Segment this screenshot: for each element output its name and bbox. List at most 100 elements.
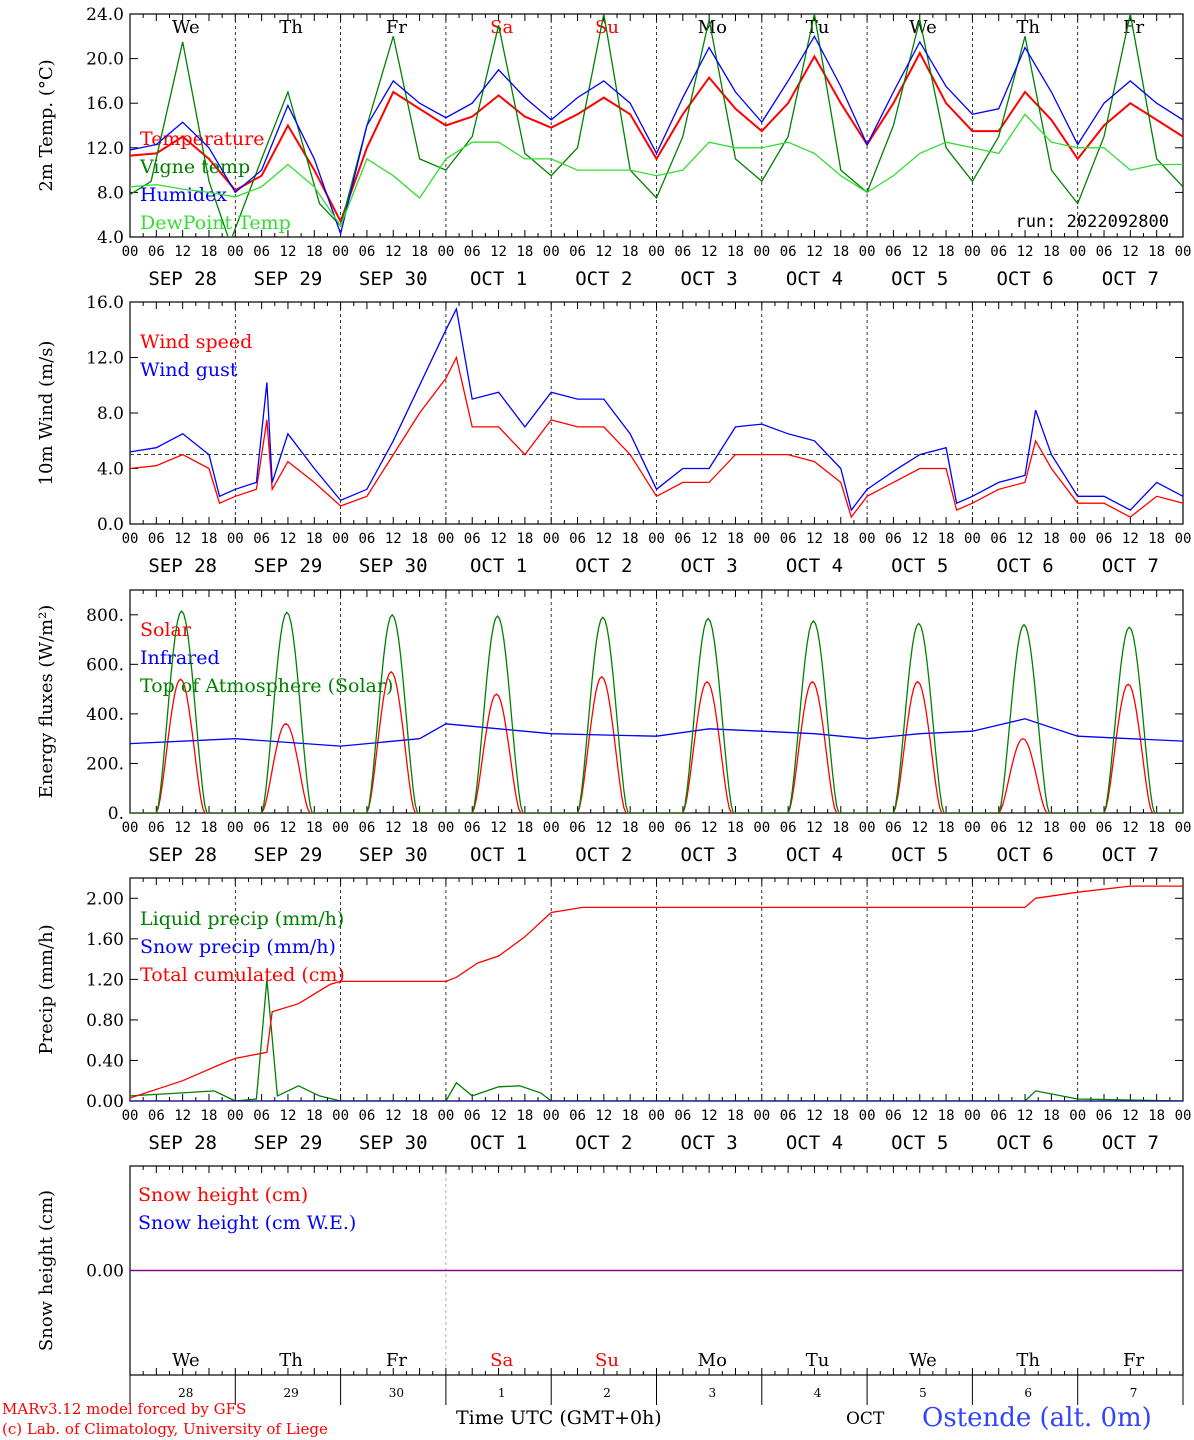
hour-tick-label: 12 (1017, 1108, 1034, 1124)
hour-tick-label: 06 (990, 1108, 1007, 1124)
y-tick-label: 0. (108, 804, 124, 824)
hour-tick-label: 12 (490, 1108, 507, 1124)
date-label: SEP 29 (254, 555, 323, 577)
hour-tick-label: 18 (306, 1108, 323, 1124)
day-number-label: 4 (814, 1386, 822, 1400)
y-tick-label: 8.0 (97, 183, 124, 203)
hour-tick-label: 00 (648, 820, 665, 836)
hour-tick-label: 06 (780, 244, 797, 260)
hour-tick-label: 00 (122, 531, 139, 547)
date-label: OCT 1 (470, 268, 527, 290)
weekday-label: Su (595, 17, 619, 38)
date-label: OCT 7 (1102, 1132, 1159, 1154)
hour-tick-label: 18 (727, 1108, 744, 1124)
y-axis-label: Energy fluxes (W/m²) (36, 605, 57, 799)
y-tick-label: 4.0 (97, 460, 124, 480)
hour-tick-label: 18 (1043, 531, 1060, 547)
hour-tick-label: 00 (1069, 244, 1086, 260)
hour-tick-label: 06 (674, 1108, 691, 1124)
legend-red: Snow height (cm) (138, 1184, 308, 1206)
y-tick-label: 12.0 (86, 349, 124, 369)
date-label: OCT 5 (891, 268, 948, 290)
hour-tick-label: 18 (622, 531, 639, 547)
hour-tick-label: 00 (859, 1108, 876, 1124)
weekday-label: Fr (1123, 1350, 1144, 1371)
hour-tick-label: 00 (437, 1108, 454, 1124)
date-label: OCT 5 (891, 1132, 948, 1154)
weekday-label: We (909, 1350, 937, 1371)
weekday-label: Fr (386, 1350, 407, 1371)
hour-tick-label: 18 (306, 244, 323, 260)
hour-tick-label: 12 (911, 244, 928, 260)
date-label: SEP 30 (359, 844, 428, 866)
legend-green: Vigne temp (139, 156, 250, 178)
date-label: OCT 2 (575, 555, 632, 577)
hour-tick-label: 06 (780, 820, 797, 836)
date-label: SEP 29 (254, 1132, 323, 1154)
hour-tick-label: 18 (832, 820, 849, 836)
day-number-label: 30 (389, 1386, 404, 1400)
footer-model: MARv3.12 model forced by GFS (2, 1400, 246, 1418)
hour-tick-label: 00 (753, 820, 770, 836)
hour-tick-label: 18 (938, 1108, 955, 1124)
y-tick-label: 1.20 (86, 970, 124, 990)
hour-tick-label: 12 (701, 820, 718, 836)
footer-time-label: Time UTC (GMT+0h) (456, 1407, 662, 1429)
plot-frame (129, 589, 1184, 814)
hour-tick-label: 18 (516, 244, 533, 260)
y-axis-label: Snow height (cm) (36, 1190, 57, 1351)
hour-tick-label: 12 (806, 531, 823, 547)
hour-tick-label: 06 (464, 820, 481, 836)
date-label: OCT 5 (891, 555, 948, 577)
hour-tick-label: 12 (911, 1108, 928, 1124)
hour-tick-label: 12 (701, 1108, 718, 1124)
legend-blue: Snow height (cm W.E.) (138, 1212, 356, 1234)
y-tick-label: 400. (86, 705, 124, 725)
hour-tick-label: 12 (385, 244, 402, 260)
day-number-label: 29 (283, 1386, 298, 1400)
y-axis-label: 10m Wind (m/s) (36, 341, 57, 486)
hour-tick-label: 06 (569, 244, 586, 260)
date-label: SEP 30 (359, 268, 428, 290)
weekday-label: Th (1016, 17, 1040, 38)
hour-tick-label: 06 (885, 531, 902, 547)
hour-tick-label: 06 (1096, 820, 1113, 836)
date-label: SEP 29 (254, 268, 323, 290)
hour-tick-label: 18 (832, 1108, 849, 1124)
hour-tick-label: 06 (253, 820, 270, 836)
series-line-lightgreen (130, 113, 1183, 228)
weekday-label: Tu (806, 17, 830, 38)
date-label: OCT 7 (1102, 555, 1159, 577)
hour-tick-label: 12 (701, 531, 718, 547)
hour-tick-label: 06 (569, 820, 586, 836)
hour-tick-label: 00 (1175, 1108, 1192, 1124)
hour-tick-label: 00 (859, 820, 876, 836)
legend-lightgreen: DewPoint Temp (140, 212, 291, 234)
hour-tick-label: 12 (174, 1108, 191, 1124)
hour-tick-label: 00 (437, 820, 454, 836)
hour-tick-label: 00 (1175, 820, 1192, 836)
hour-tick-label: 18 (832, 244, 849, 260)
legend-red: Total cumulated (cm) (140, 964, 345, 986)
hour-tick-label: 12 (1017, 820, 1034, 836)
hour-tick-label: 06 (569, 531, 586, 547)
hour-tick-label: 18 (411, 820, 428, 836)
date-label: OCT 7 (1102, 844, 1159, 866)
y-tick-label: 200. (86, 754, 124, 774)
hour-tick-label: 18 (201, 1108, 218, 1124)
hour-tick-label: 00 (332, 531, 349, 547)
date-label: SEP 28 (148, 555, 217, 577)
hour-tick-label: 00 (543, 244, 560, 260)
hour-tick-label: 18 (201, 244, 218, 260)
date-label: OCT 2 (575, 1132, 632, 1154)
hour-tick-label: 18 (832, 531, 849, 547)
hour-tick-label: 06 (885, 1108, 902, 1124)
hour-tick-label: 18 (727, 244, 744, 260)
legend-blue: Infrared (140, 647, 220, 669)
date-label: OCT 6 (996, 1132, 1053, 1154)
date-label: OCT 7 (1102, 268, 1159, 290)
hour-tick-label: 06 (253, 531, 270, 547)
hour-tick-label: 06 (780, 531, 797, 547)
hour-tick-label: 18 (622, 1108, 639, 1124)
